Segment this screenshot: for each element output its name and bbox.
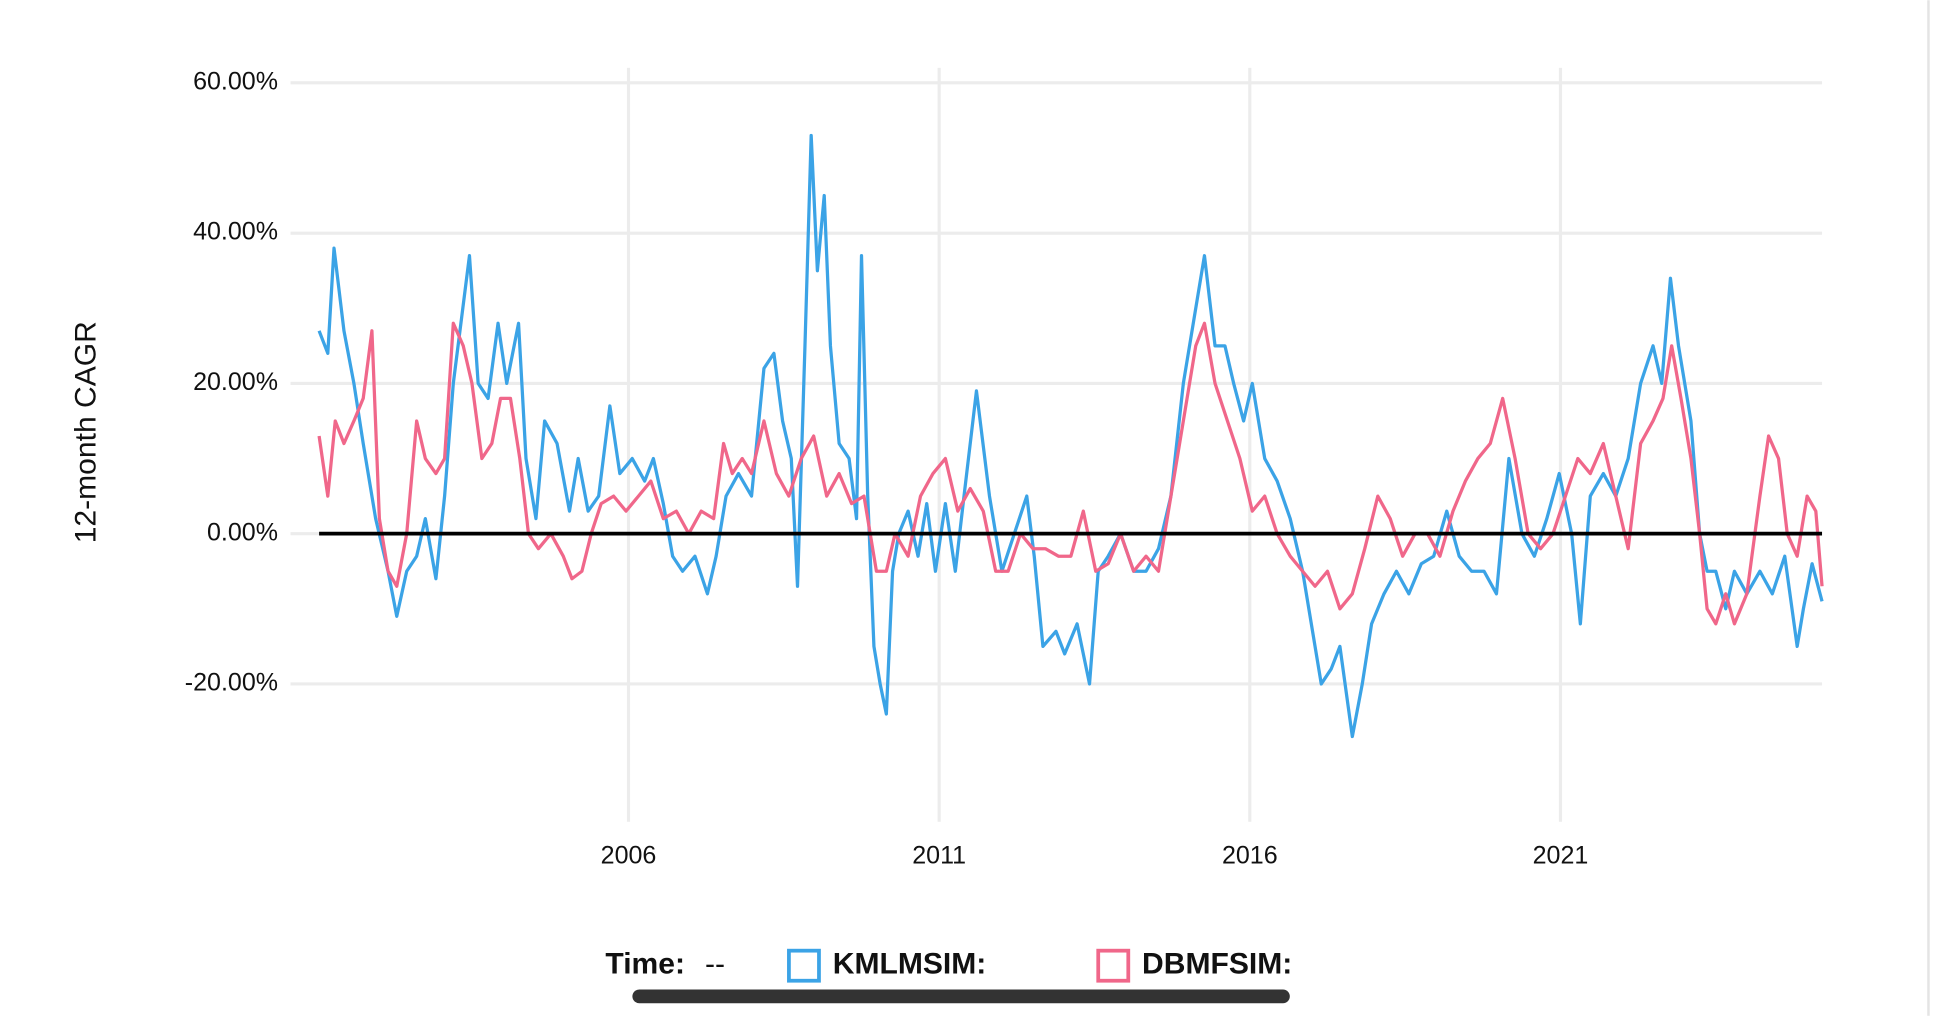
legend: Time: -- KMLMSIM: DBMFSIM: bbox=[605, 948, 1292, 983]
legend-swatch bbox=[1096, 948, 1131, 983]
series-line bbox=[317, 321, 1824, 626]
legend-label: KMLMSIM: bbox=[833, 948, 987, 981]
legend-time-value: -- bbox=[705, 948, 725, 981]
y-axis-label: 12-month CAGR bbox=[70, 321, 103, 543]
y-tick-label: -20.00% bbox=[185, 669, 278, 697]
y-tick-label: 0.00% bbox=[207, 518, 278, 546]
series-line bbox=[317, 133, 1824, 739]
scrollbar[interactable] bbox=[632, 989, 1290, 1004]
x-tick-label: 2021 bbox=[1533, 841, 1589, 869]
x-tick-label: 2016 bbox=[1222, 841, 1278, 869]
lines bbox=[317, 133, 1824, 739]
x-tick-label: 2011 bbox=[912, 841, 966, 869]
x-tick-label: 2006 bbox=[601, 841, 657, 869]
legend-swatch bbox=[787, 948, 821, 983]
legend-time-label: Time: bbox=[605, 948, 685, 981]
y-tick-label: 40.00% bbox=[193, 218, 278, 246]
y-tick-label: 60.00% bbox=[193, 67, 278, 95]
y-tick-label: 20.00% bbox=[193, 368, 278, 396]
legend-label: DBMFSIM: bbox=[1142, 948, 1292, 981]
